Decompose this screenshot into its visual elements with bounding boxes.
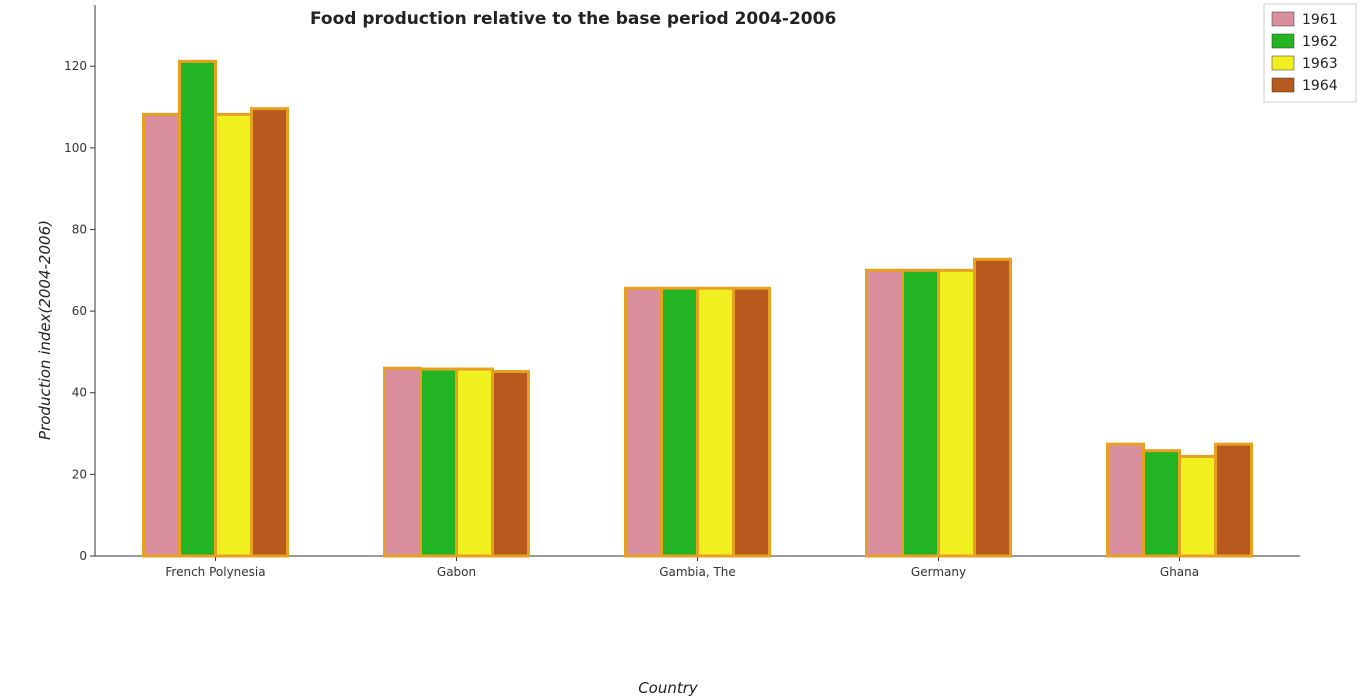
y-tick-label: 40 xyxy=(72,386,87,400)
bar xyxy=(1142,449,1181,558)
bar xyxy=(383,366,422,558)
y-tick-label: 60 xyxy=(72,304,87,318)
x-tick-label: Germany xyxy=(911,565,966,579)
y-tick-label: 20 xyxy=(72,467,87,481)
bar xyxy=(660,286,699,558)
bar xyxy=(937,268,976,558)
bar xyxy=(214,112,253,558)
legend-label: 1964 xyxy=(1302,78,1338,94)
x-tick-label: Gabon xyxy=(437,565,476,579)
legend-swatch xyxy=(1271,55,1295,71)
legend-label: 1963 xyxy=(1302,56,1338,72)
legend-swatch xyxy=(1271,11,1295,27)
legend-label: 1961 xyxy=(1302,12,1338,28)
y-axis-title: Production index(2004-2006) xyxy=(36,220,54,440)
bar xyxy=(491,370,530,558)
y-axis-ticks: 0 20 40 60 80 100 120 xyxy=(64,59,95,563)
x-tick-label: Gambia, The xyxy=(659,565,736,579)
bar xyxy=(865,268,904,558)
legend-swatch xyxy=(1271,33,1295,49)
bar xyxy=(455,367,494,558)
x-tick-label: Ghana xyxy=(1160,565,1199,579)
x-axis-title: Country xyxy=(638,679,699,697)
bar xyxy=(1214,442,1253,558)
x-axis-ticks: French Polynesia Gabon Gambia, The Germany G… xyxy=(165,556,1199,579)
y-tick-label: 80 xyxy=(72,222,87,236)
x-tick-label: French Polynesia xyxy=(165,565,265,579)
bar xyxy=(1178,454,1217,558)
bar xyxy=(624,286,663,558)
y-tick-label: 100 xyxy=(64,141,87,155)
bar xyxy=(142,112,181,558)
bar xyxy=(732,286,771,558)
bar xyxy=(178,59,217,558)
y-tick-label: 120 xyxy=(64,59,87,73)
bar xyxy=(1106,442,1145,558)
legend-label: 1962 xyxy=(1302,34,1338,50)
legend: 1961 1962 1963 1964 xyxy=(1263,3,1357,103)
legend-swatch xyxy=(1271,77,1295,93)
bar-groups xyxy=(142,59,1253,558)
chart-title: Food production relative to the base per… xyxy=(310,9,836,29)
bar xyxy=(419,367,458,558)
y-tick-label: 0 xyxy=(79,549,87,563)
bar xyxy=(901,268,940,558)
bar xyxy=(973,257,1012,558)
bar xyxy=(696,286,735,558)
bar xyxy=(250,107,289,558)
